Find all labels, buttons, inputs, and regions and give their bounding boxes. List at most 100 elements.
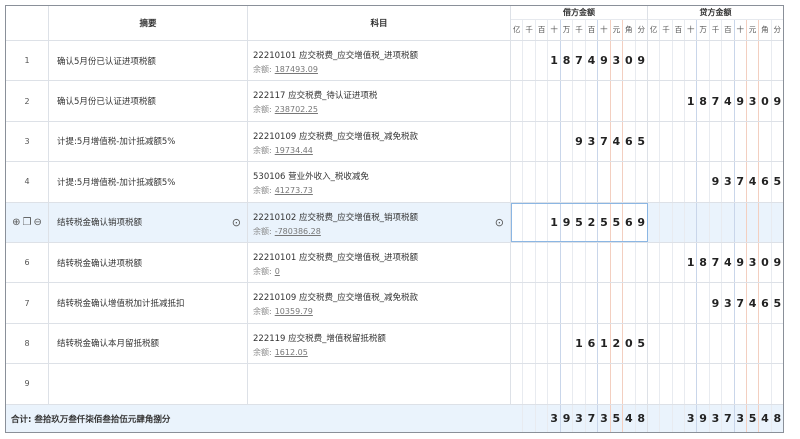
summary-text: 结转税金确认本月留抵税额 xyxy=(57,339,160,350)
amount-digit xyxy=(511,202,524,242)
balance-value[interactable]: 1612.05 xyxy=(274,347,308,357)
amount-digit: 5 xyxy=(747,405,760,432)
amount-digit xyxy=(685,323,698,364)
table-row[interactable]: ⊕ ❐ ⊖ 结转税金确认销项税额 ⊙ 22210102 应交税费_应交增值税_销项税额… xyxy=(6,202,783,243)
amount-digit xyxy=(759,121,772,162)
more-icon[interactable]: ⊙ xyxy=(231,215,241,229)
header-account: 科目 xyxy=(248,6,511,40)
amount-digit xyxy=(673,41,686,81)
amount-digit xyxy=(511,405,524,432)
summary-cell[interactable]: 计提:5月增值税-加计抵减额5% xyxy=(49,162,248,202)
balance-value[interactable]: 41273.73 xyxy=(274,186,313,196)
table-row[interactable]: 6 结转税金确认进项税额 22210101 应交税费_应交增值税_进项税额 余额:… xyxy=(6,243,783,284)
unit-label: 角 xyxy=(759,20,772,40)
amount-digit xyxy=(561,283,574,323)
unit-label: 千 xyxy=(573,20,586,40)
minus-circle-icon[interactable]: ⊖ xyxy=(33,216,42,228)
amount-digit xyxy=(722,121,735,162)
summary-cell[interactable]: 结转税金确认进项税额 xyxy=(49,243,248,283)
balance-value[interactable]: 10359.79 xyxy=(274,307,313,317)
amount-digit xyxy=(660,121,673,162)
table-row[interactable]: 7 结转税金确认增值税加计抵减抵扣 22210109 应交税费_应交增值税_减免… xyxy=(6,283,783,324)
amount-digit xyxy=(697,41,710,81)
summary-cell[interactable]: 结转税金确认增值税加计抵减抵扣 xyxy=(49,283,248,323)
debit-cell[interactable] xyxy=(511,283,648,323)
amount-digit: 5 xyxy=(611,405,624,432)
balance-value[interactable]: -780386.28 xyxy=(274,226,321,236)
amount-digit xyxy=(636,364,647,403)
account-cell[interactable]: 222119 应交税费_增值税留抵税额 余额: 1612.05 xyxy=(248,323,511,364)
account-balance: 余额: 10359.79 xyxy=(253,306,510,317)
summary-text: 计提:5月增值税-加计抵减额5% xyxy=(57,137,176,148)
table-row[interactable]: 2 确认5月份已认证进项税额 222117 应交税费_待认证进项税 余额: 2387… xyxy=(6,81,783,122)
balance-value[interactable]: 19734.44 xyxy=(274,145,313,155)
copy-icon[interactable]: ❐ xyxy=(22,216,32,228)
balance-value[interactable]: 0 xyxy=(274,267,280,276)
table-row[interactable]: 9 xyxy=(6,364,783,405)
amount-digit xyxy=(735,364,747,404)
debit-cell[interactable] xyxy=(511,243,648,283)
balance-label: 余额: xyxy=(253,347,272,357)
amount-digit: 3 xyxy=(710,405,723,432)
account-cell[interactable]: 22210102 应交税费_应交增值税_销项税额 余额: -780386.28 ⊙ xyxy=(248,202,511,242)
credit-cell[interactable] xyxy=(648,202,783,242)
summary-cell[interactable]: 结转税金确认销项税额 ⊙ xyxy=(49,202,248,242)
amount-digit xyxy=(611,283,624,323)
balance-value[interactable]: 187493.09 xyxy=(274,65,318,74)
amount-digit xyxy=(660,243,673,283)
summary-cell[interactable]: 确认5月份已认证进项税额 xyxy=(49,81,248,121)
row-number: 9 xyxy=(24,379,30,389)
amount-digit: 9 xyxy=(697,405,710,432)
balance-value[interactable]: 238702.25 xyxy=(274,105,318,115)
summary-cell[interactable] xyxy=(49,364,248,404)
row-number: 8 xyxy=(24,338,30,348)
table-row[interactable]: 8 结转税金确认本月留抵税额 222119 应交税费_增值税留抵税额 余额: 161… xyxy=(6,323,783,365)
summary-cell[interactable]: 确认5月份已认证进项税额 xyxy=(49,41,248,81)
credit-cell[interactable] xyxy=(648,364,783,404)
account-cell[interactable]: 222117 应交税费_待认证进项税 余额: 238702.25 xyxy=(248,81,511,121)
account-cell[interactable] xyxy=(248,364,511,404)
table-row[interactable]: 3 计提:5月增值税-加计抵减额5% 22210109 应交税费_应交增值税_减… xyxy=(6,121,783,163)
summary-cell[interactable]: 计提:5月增值税-加计抵减额5% xyxy=(49,121,248,162)
account-cell[interactable]: 22210101 应交税费_应交增值税_进项税额 余额: 0 xyxy=(248,243,511,283)
account-cell[interactable]: 530106 营业外收入_税收减免 余额: 41273.73 xyxy=(248,162,511,202)
account-cell[interactable]: 22210109 应交税费_应交增值税_减免税款 余额: 19734.44 xyxy=(248,121,511,162)
credit-cell[interactable] xyxy=(648,41,783,81)
account-cell[interactable]: 22210101 应交税费_应交增值税_进项税额 余额: 187493.09 xyxy=(248,41,511,81)
amount-digit xyxy=(673,121,686,162)
amount-digit xyxy=(648,121,661,162)
debit-cell[interactable] xyxy=(511,364,648,404)
amount-digit: 5 xyxy=(637,134,646,148)
amount-digit xyxy=(536,81,549,121)
amount-digit: 3 xyxy=(598,405,611,432)
amount-digit xyxy=(573,243,586,283)
amount-digit: 9 xyxy=(710,283,723,323)
amount-digit: 6 xyxy=(623,202,636,242)
summary-cell[interactable]: 结转税金确认本月留抵税额 xyxy=(49,323,248,364)
debit-cell[interactable] xyxy=(511,162,648,202)
credit-cell[interactable] xyxy=(648,323,783,364)
amount-digit xyxy=(636,81,647,120)
account-cell[interactable]: 22210109 应交税费_应交增值税_减免税款 余额: 10359.79 xyxy=(248,283,511,323)
amount-digit xyxy=(648,81,661,121)
debit-units: 亿千百十万千百十元角分 xyxy=(511,20,647,40)
more-icon[interactable]: ⊙ xyxy=(494,215,504,229)
debit-cell[interactable] xyxy=(511,81,648,121)
account-name: 22210101 应交税费_应交增值税_进项税额 xyxy=(253,51,418,61)
amount-digit: 8 xyxy=(561,41,574,81)
plus-circle-icon[interactable]: ⊕ xyxy=(12,216,21,228)
debit-title: 借方金额 xyxy=(511,6,647,20)
table-row[interactable]: 1 确认5月份已认证进项税额 22210101 应交税费_应交增值税_进项税额余… xyxy=(6,41,783,82)
credit-cell[interactable] xyxy=(648,121,783,162)
amount-digit xyxy=(685,202,698,242)
credit-units: 亿千百十万千百十元角分 xyxy=(648,20,783,40)
table-row[interactable]: 4 计提:5月增值税-加计抵减额5% 530106 营业外收入_税收减免 余额: 4… xyxy=(6,162,783,203)
